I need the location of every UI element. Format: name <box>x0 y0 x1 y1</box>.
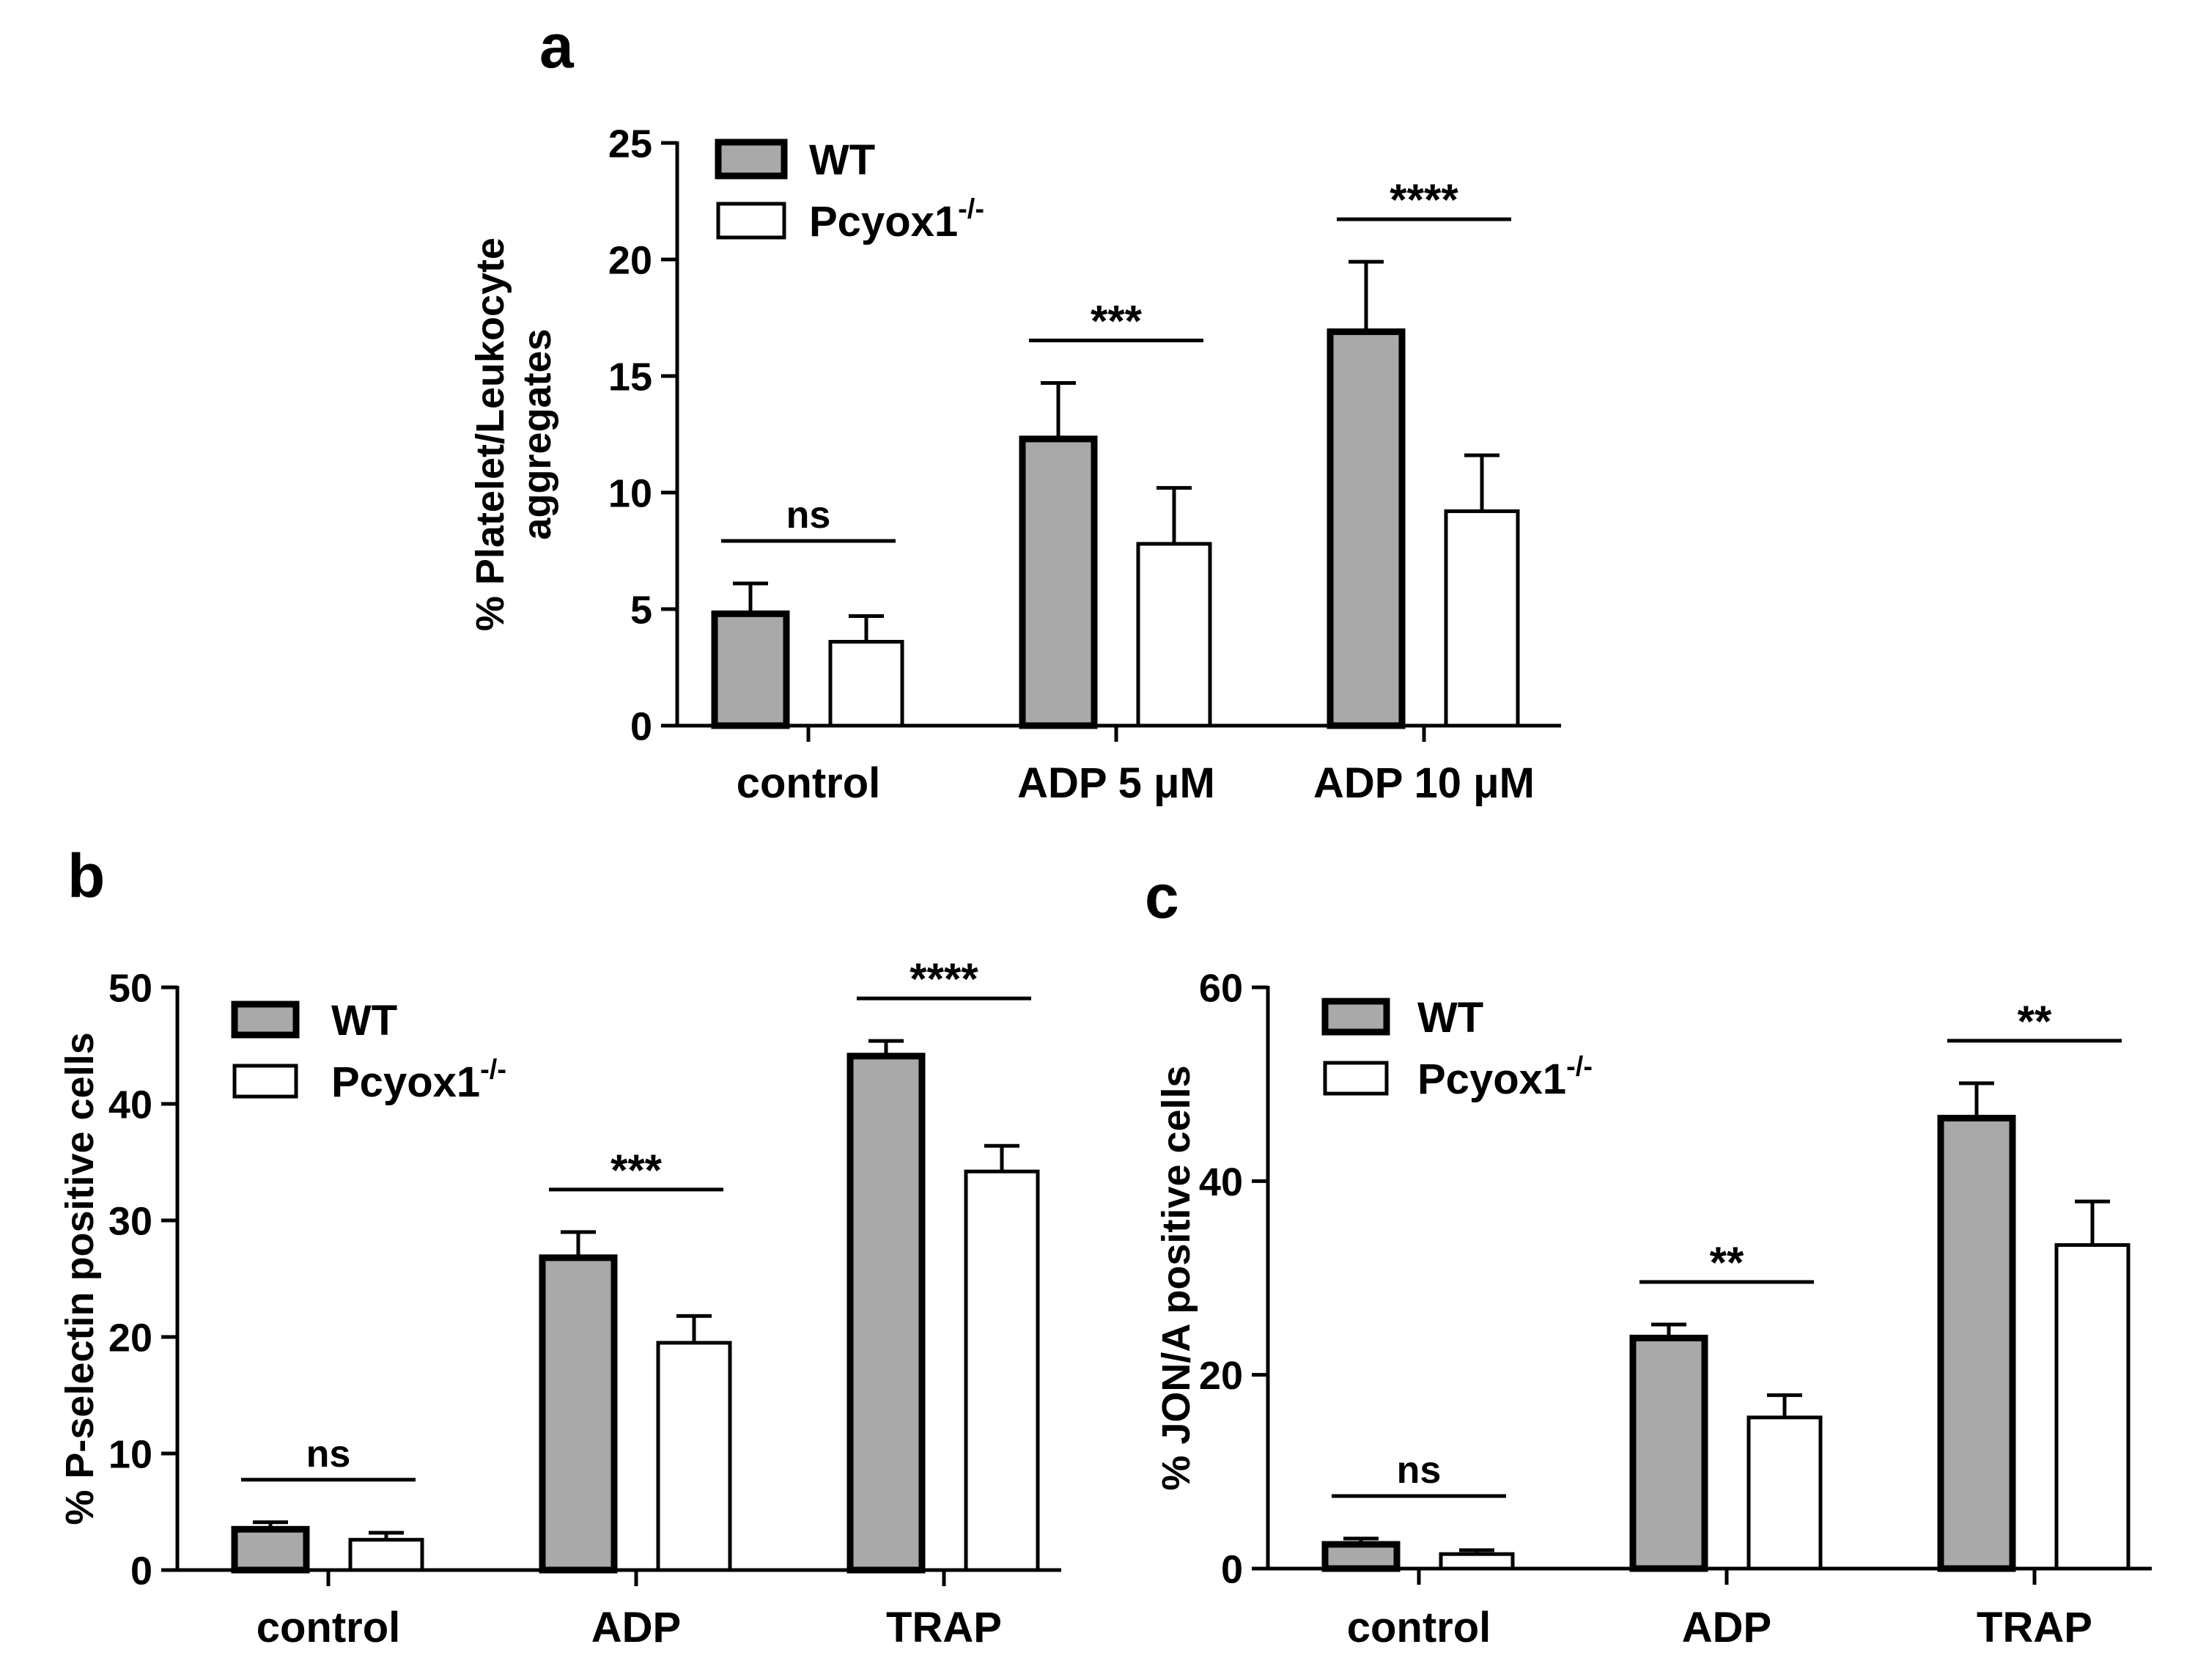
panel-letter: c <box>1145 862 1179 931</box>
legend-label-superscript: -/- <box>1566 1052 1593 1083</box>
legend-label-name: Pcyox1 <box>809 198 958 246</box>
legend-label: WT <box>1417 994 1483 1042</box>
bar-pcyox1 <box>2054 1243 2131 1571</box>
legend-swatch-wt <box>231 1001 300 1039</box>
bar-pcyox1 <box>1746 1415 1823 1571</box>
legend-label: WT <box>809 136 875 184</box>
bar-pcyox1 <box>1439 1552 1515 1571</box>
bar-wt <box>231 1525 310 1574</box>
legend-swatch-wt <box>715 139 788 180</box>
legend-label-name: WT <box>809 136 875 184</box>
bar-pcyox1 <box>828 640 904 728</box>
legend-swatch-pcyox1 <box>716 202 786 240</box>
y-tick-label: 30 <box>108 1199 152 1243</box>
legend-label-superscript: -/- <box>480 1055 506 1086</box>
bar-wt <box>1327 328 1406 729</box>
panel-c: c 0 20 40 60 % JON/A positive cells control ns A… <box>1145 862 2152 1651</box>
category-label: ADP 5 μM <box>1017 759 1215 807</box>
y-tick-label: 60 <box>1199 966 1243 1010</box>
y-tick-label: 0 <box>630 704 652 748</box>
legend-label-name: Pcyox1 <box>331 1058 480 1106</box>
bar-wt <box>1629 1334 1708 1572</box>
significance-label: ns <box>786 494 831 537</box>
y-tick-label: 15 <box>608 355 652 399</box>
y-axis-label: % Platelet/Leukocyte <box>468 237 512 631</box>
y-tick-label: 0 <box>130 1549 152 1593</box>
legend-label-name: WT <box>1417 994 1483 1042</box>
y-tick-label: 10 <box>608 471 652 515</box>
y-tick-label: 40 <box>108 1083 152 1127</box>
category-label: TRAP <box>886 1604 1002 1651</box>
y-axis-label: % JON/A positive cells <box>1154 1065 1198 1490</box>
y-tick-label: 20 <box>108 1316 152 1360</box>
significance-label: ns <box>306 1433 351 1475</box>
significance-label: *** <box>610 1146 663 1195</box>
legend-label-superscript: -/- <box>958 194 984 225</box>
legend-swatch-wt <box>1321 998 1390 1036</box>
y-tick-label: 25 <box>608 122 652 166</box>
bar-pcyox1 <box>964 1169 1040 1572</box>
legend-swatch-pcyox1 <box>1323 1061 1389 1096</box>
significance-label: ns <box>1397 1449 1442 1492</box>
bar-wt <box>1937 1114 2016 1572</box>
category-label: control <box>737 759 881 807</box>
bar-pcyox1 <box>1444 509 1520 728</box>
significance-label: ** <box>1710 1238 1744 1287</box>
category-label: control <box>257 1604 401 1651</box>
bar-wt <box>1019 435 1098 729</box>
panel-letter: b <box>67 841 105 910</box>
bar-pcyox1 <box>348 1538 424 1572</box>
legend-label-name: Pcyox1 <box>1417 1055 1566 1103</box>
significance-label: **** <box>1390 175 1458 224</box>
y-tick-label: 20 <box>608 238 652 282</box>
legend-label: Pcyox1-/- <box>809 194 984 246</box>
y-tick-label: 20 <box>1199 1354 1243 1398</box>
category-label: TRAP <box>1977 1604 2092 1651</box>
y-tick-label: 5 <box>630 588 652 632</box>
category-label: ADP <box>1682 1604 1771 1651</box>
y-tick-label: 40 <box>1199 1160 1243 1204</box>
bar-pcyox1 <box>1136 542 1212 728</box>
bar-wt <box>1321 1541 1401 1572</box>
bar-wt <box>539 1254 618 1574</box>
y-axis-label: % P-selectin positive cells <box>58 1032 102 1525</box>
y-tick-label: 0 <box>1221 1547 1243 1591</box>
panel-a: a 0 5 10 15 20 25 % Platelet/Leukocyte aggregate… <box>468 12 1561 807</box>
y-tick-label: 10 <box>108 1432 152 1476</box>
bar-wt <box>711 610 790 729</box>
category-label: ADP 10 μM <box>1313 759 1535 807</box>
significance-label: *** <box>1091 297 1143 346</box>
category-label: ADP <box>591 1604 681 1651</box>
y-tick-label: 50 <box>108 966 152 1010</box>
legend-swatch-pcyox1 <box>232 1064 298 1099</box>
legend-label: Pcyox1-/- <box>331 1055 506 1106</box>
significance-label: ** <box>2018 997 2052 1046</box>
panel-b: b 0 10 20 30 40 50% P-selectin positive cells c… <box>58 841 1061 1651</box>
legend-label: Pcyox1-/- <box>1417 1052 1593 1103</box>
legend-label-name: WT <box>331 997 397 1045</box>
legend-label: WT <box>331 997 397 1045</box>
panel-letter: a <box>539 12 575 81</box>
bar-pcyox1 <box>656 1341 732 1572</box>
bar-wt <box>846 1053 926 1574</box>
y-axis-label: aggregates <box>515 328 559 539</box>
significance-label: **** <box>910 954 978 1003</box>
category-label: control <box>1347 1604 1491 1651</box>
